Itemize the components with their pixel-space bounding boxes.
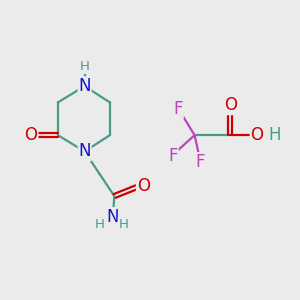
Text: N: N <box>106 208 119 226</box>
Text: N: N <box>78 77 91 95</box>
Text: H: H <box>268 126 281 144</box>
Text: H: H <box>118 218 128 231</box>
Text: F: F <box>195 153 205 171</box>
Text: N: N <box>78 142 91 160</box>
Text: O: O <box>25 126 38 144</box>
Text: H: H <box>80 60 89 73</box>
Text: H: H <box>94 218 104 231</box>
Text: O: O <box>224 96 237 114</box>
Text: O: O <box>250 126 263 144</box>
Text: F: F <box>168 147 178 165</box>
Text: F: F <box>173 100 183 118</box>
Text: O: O <box>137 177 150 195</box>
